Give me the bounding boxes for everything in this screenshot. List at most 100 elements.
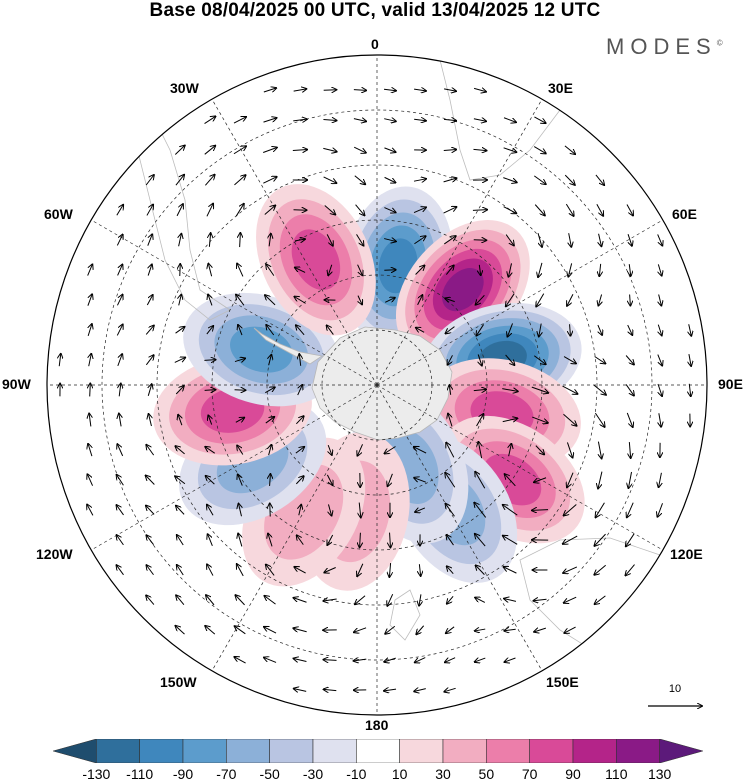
- map-border: [46, 54, 708, 716]
- wind-vector: [205, 447, 215, 454]
- wind-vector: [328, 264, 332, 276]
- wind-vector: [209, 233, 210, 247]
- wind-vector: [384, 239, 396, 242]
- wind-vector: [148, 384, 151, 396]
- wind-vector: [596, 502, 605, 518]
- wind-vector: [357, 563, 364, 576]
- colorbar-bin: [96, 739, 140, 763]
- wind-vector: [413, 179, 426, 181]
- wind-vector: [629, 264, 630, 276]
- wind-vector: [263, 177, 276, 184]
- anomaly-cell: [183, 292, 340, 407]
- wind-vector: [475, 472, 486, 489]
- wind-vector: [538, 262, 543, 277]
- wind-vector: [353, 90, 366, 91]
- wind-vector: [415, 508, 426, 512]
- wind-vector: [534, 204, 545, 216]
- wind-vector: [234, 358, 245, 361]
- wind-vector: [564, 596, 577, 603]
- antarctic-peninsula: [253, 327, 324, 365]
- wind-vector: [567, 472, 574, 488]
- wind-vector: [355, 595, 366, 604]
- wind-vector: [327, 325, 334, 335]
- wind-vector: [145, 175, 154, 186]
- wind-vector: [266, 325, 275, 336]
- wind-vector: [147, 234, 152, 246]
- wind-vector: [293, 89, 307, 91]
- wind-vector: [505, 354, 515, 365]
- wind-vector: [414, 478, 427, 483]
- wind-vector: [414, 89, 426, 91]
- latitude-circle: [156, 164, 598, 606]
- wind-vector: [627, 324, 633, 335]
- wind-vector: [59, 354, 61, 367]
- wind-vector: [384, 176, 396, 182]
- lon-label-120e: 120E: [670, 546, 703, 562]
- wind-vector: [204, 390, 216, 391]
- wind-vector: [145, 355, 153, 366]
- wind-vector: [263, 148, 277, 153]
- wind-vector: [87, 505, 94, 516]
- wind-vector: [354, 175, 365, 184]
- wind-vector: [628, 471, 631, 488]
- wind-vector: [354, 627, 367, 632]
- wind-vector: [323, 148, 336, 151]
- wind-vector: [176, 506, 185, 515]
- wind-vector: [443, 207, 457, 214]
- wind-vector: [444, 688, 456, 691]
- wind-vector: [476, 324, 485, 335]
- wind-vector: [385, 298, 395, 303]
- wind-vector: [149, 414, 152, 427]
- wind-vector: [448, 414, 453, 427]
- wind-vector: [205, 175, 214, 186]
- wind-vector: [360, 532, 361, 548]
- wind-vector: [508, 263, 511, 276]
- wind-vector: [599, 233, 602, 247]
- wind-vector: [270, 474, 271, 486]
- colorbar-tick-label: 50: [478, 766, 495, 782]
- wind-vector: [569, 233, 572, 247]
- wind-vector: [415, 657, 426, 663]
- lon-label-180: 180: [365, 717, 389, 733]
- wind-vector: [414, 119, 426, 120]
- wind-vector: [566, 442, 572, 457]
- wind-vector: [505, 658, 516, 662]
- wind-vector: [535, 445, 544, 455]
- wind-vector: [539, 323, 541, 337]
- wind-vector: [503, 177, 516, 183]
- wind-vector: [178, 415, 182, 426]
- wind-vector: [116, 565, 124, 576]
- antarctica-outline: [311, 326, 453, 441]
- wind-vector: [443, 89, 456, 91]
- brand-name: MODES: [606, 34, 717, 59]
- wind-vector: [146, 565, 154, 576]
- wind-vector: [626, 412, 632, 427]
- wind-vector: [626, 204, 633, 216]
- wind-vector: [475, 534, 486, 547]
- new-zealand-outline: [389, 589, 421, 641]
- wind-vector: [294, 239, 305, 241]
- wind-vector: [264, 206, 275, 215]
- wind-vector: [627, 502, 634, 518]
- wind-vector: [265, 387, 274, 394]
- colorbar-bin: [356, 739, 400, 763]
- wind-vector: [359, 502, 361, 518]
- wind-vector: [145, 326, 154, 335]
- wind-vector: [504, 567, 517, 574]
- wind-vector: [419, 594, 421, 605]
- wind-vector: [263, 118, 276, 123]
- colorbar-tick-label: -30: [302, 766, 324, 782]
- wind-vector: [146, 506, 155, 515]
- wind-vector: [205, 626, 216, 635]
- wind-vector: [294, 689, 307, 692]
- wind-vector: [598, 294, 601, 306]
- wind-vector: [294, 567, 306, 574]
- colorbar: [53, 739, 703, 763]
- wind-vector: [385, 625, 396, 634]
- colorbar-bin: [226, 739, 270, 763]
- wind-vector: [565, 203, 573, 216]
- wind-vector: [146, 295, 152, 306]
- meridian: [376, 219, 663, 386]
- meridian: [91, 384, 378, 551]
- wind-vector: [625, 384, 634, 395]
